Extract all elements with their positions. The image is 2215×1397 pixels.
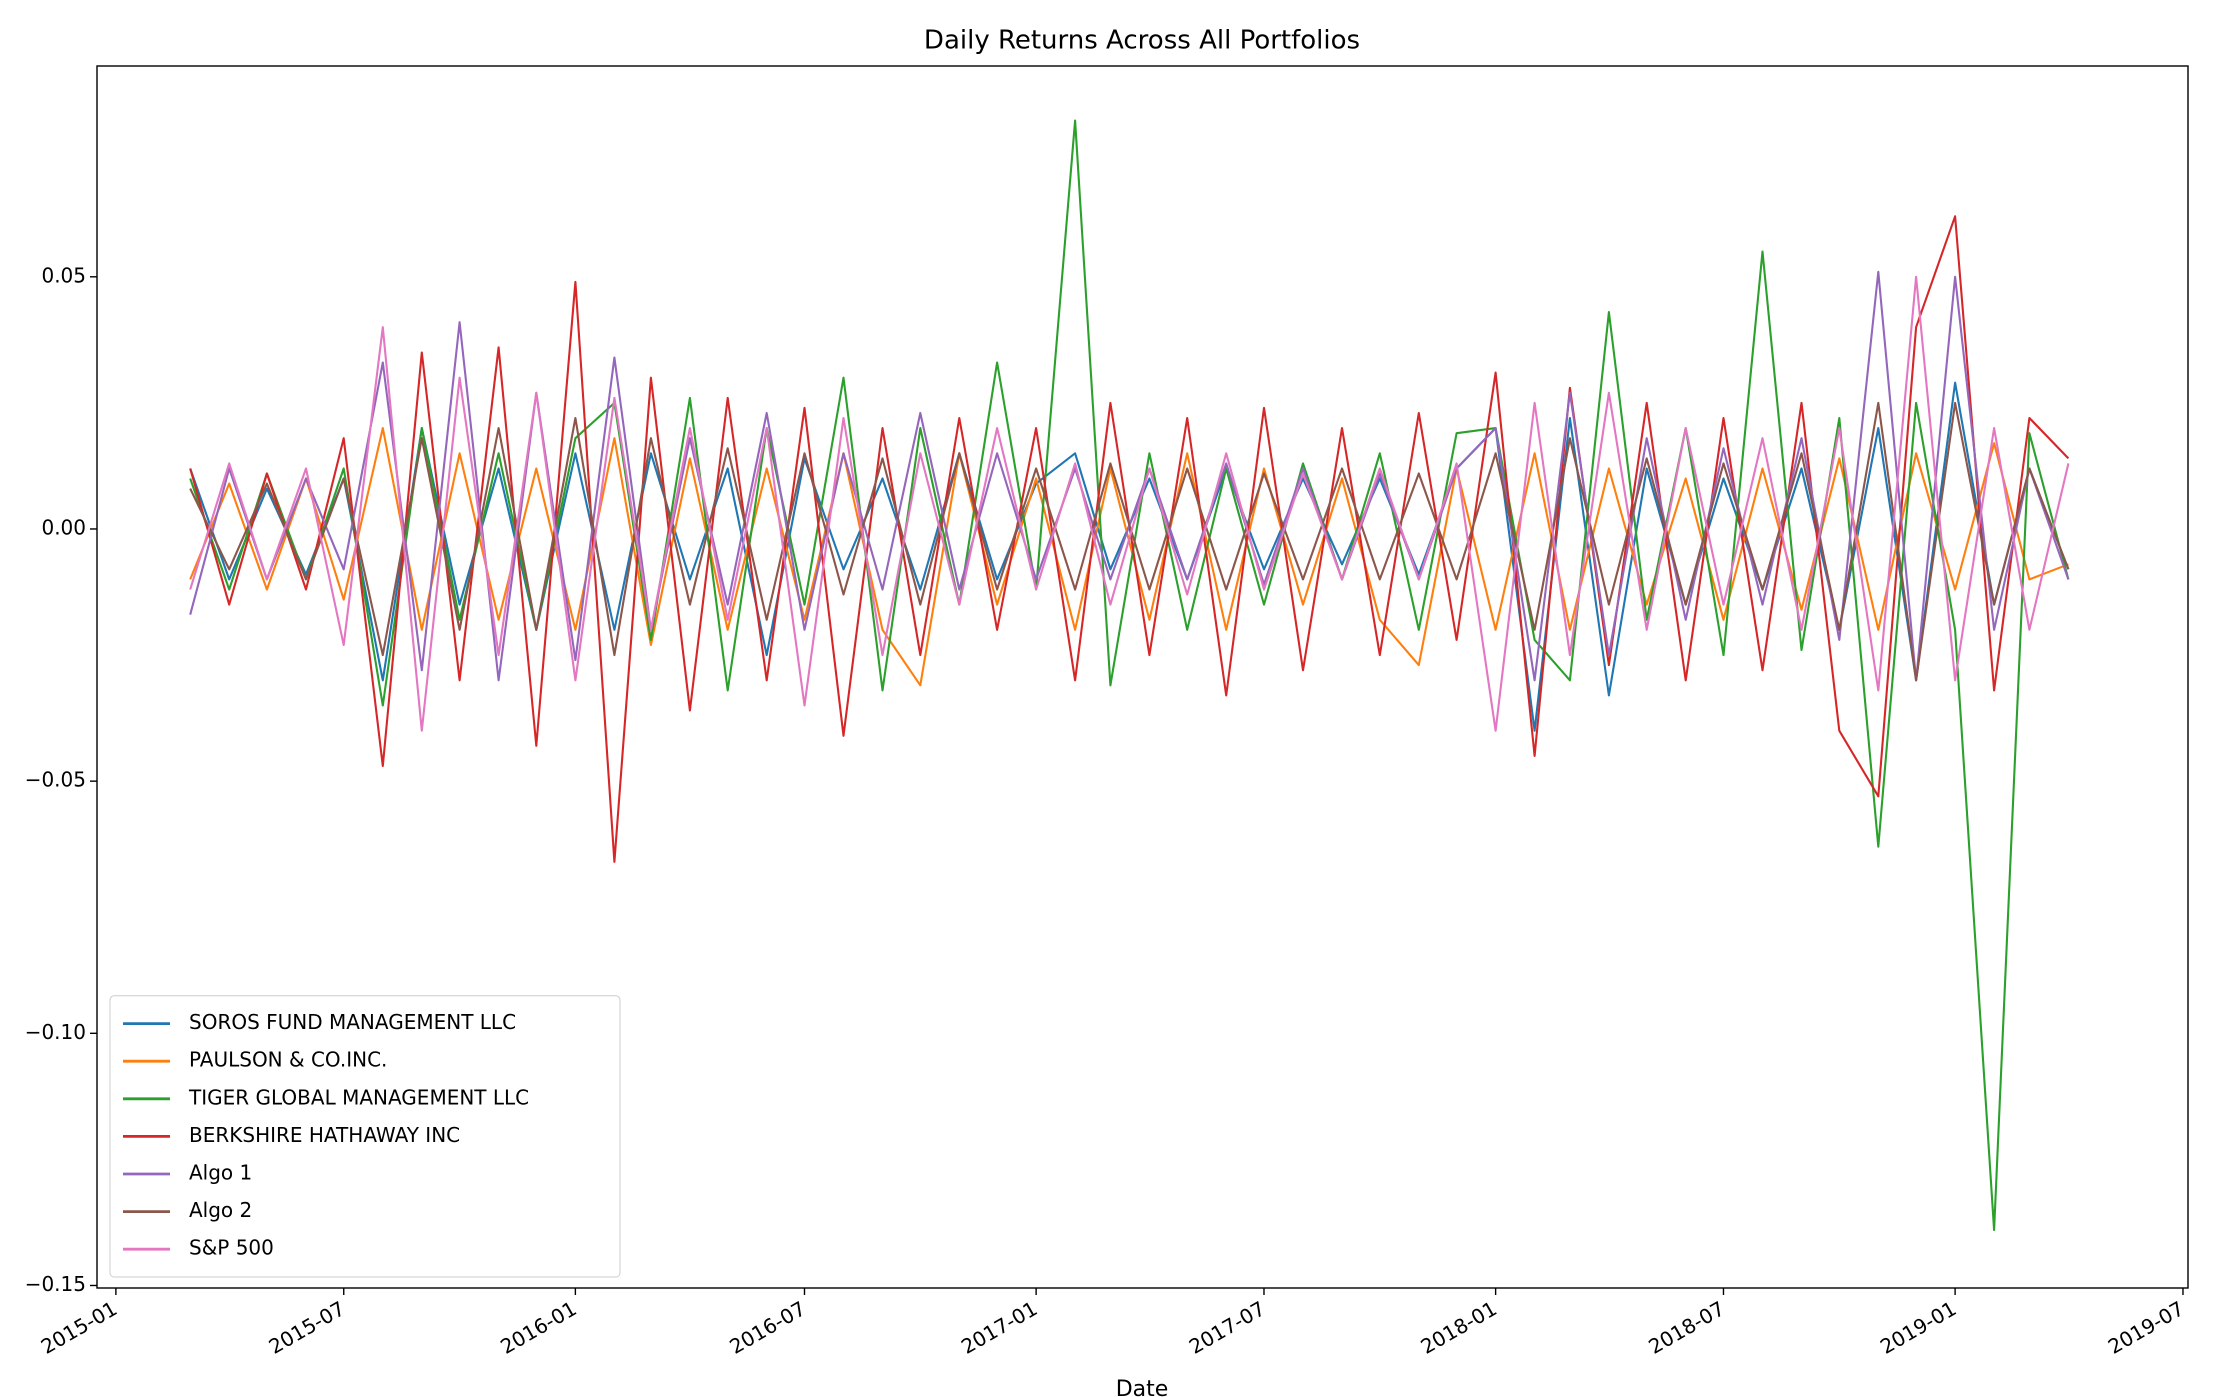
x-tick-label: 2015-01 (37, 1296, 121, 1359)
x-axis-label: Date (1116, 1377, 1169, 1397)
legend-label: PAULSON & CO.INC. (189, 1048, 387, 1072)
y-tick-label: −0.10 (25, 1020, 86, 1044)
x-tick-label: 2016-01 (496, 1296, 580, 1359)
series-line (189, 119, 2070, 1232)
series-line (189, 427, 2069, 687)
x-tick-label: 2016-07 (725, 1296, 809, 1359)
plot-frame (96, 65, 2189, 1289)
y-tick-label: 0.00 (41, 515, 86, 539)
x-tick-label: 2018-07 (1644, 1296, 1728, 1359)
y-tick-label: −0.05 (25, 768, 86, 792)
series-line (189, 275, 2070, 732)
legend-label: Algo 2 (189, 1198, 252, 1222)
legend-label: SOROS FUND MANAGEMENT LLC (189, 1010, 516, 1034)
x-tick-label: 2017-07 (1185, 1296, 1269, 1359)
legend-label: S&P 500 (189, 1236, 274, 1260)
x-tick-label: 2019-07 (2104, 1296, 2188, 1359)
series-line (189, 270, 2070, 682)
legend-label: TIGER GLOBAL MANAGEMENT LLC (188, 1085, 529, 1109)
x-tick-label: 2015-07 (265, 1296, 349, 1359)
legend-box (109, 995, 621, 1278)
y-tick-label: 0.05 (41, 263, 86, 287)
y-tick-label: −0.15 (25, 1272, 86, 1296)
chart-title: Daily Returns Across All Portfolios (924, 26, 1360, 56)
legend-label: Algo 1 (189, 1161, 252, 1185)
x-tick-label: 2019-01 (1876, 1296, 1960, 1359)
series-line (189, 401, 2070, 682)
x-tick-label: 2017-01 (957, 1296, 1041, 1359)
legend-label: BERKSHIRE HATHAWAY INC (189, 1123, 460, 1147)
x-tick-label: 2018-01 (1416, 1296, 1500, 1359)
